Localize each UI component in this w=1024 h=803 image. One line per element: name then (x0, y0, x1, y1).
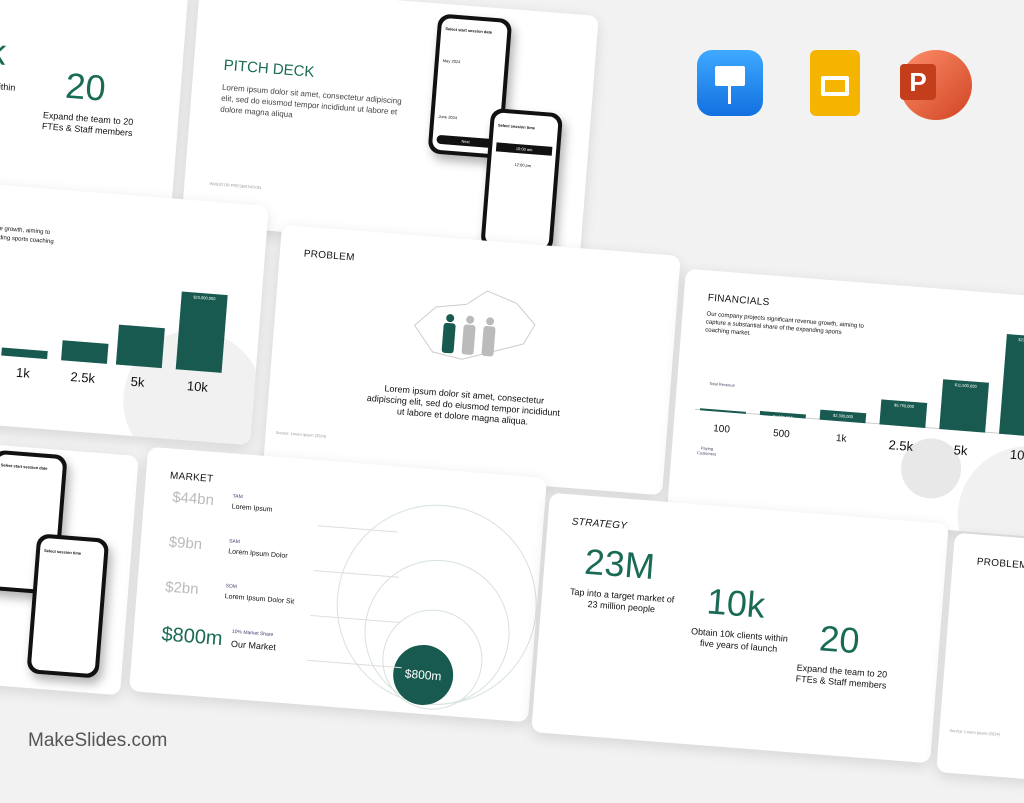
stat-text: Expand the team to 20 FTEs & Staff membe… (41, 110, 134, 139)
x-tick: 2.5k (69, 369, 96, 386)
time-slot: 12:00 pm (514, 161, 532, 169)
problem-body: Lorem ipsum dolor sit amet, consectetur … (366, 383, 561, 427)
google-slides-icon (810, 50, 860, 116)
bar (699, 408, 746, 414)
financials-title: FINANCIALS (707, 292, 770, 309)
phone-heading: Select start session date (445, 26, 493, 35)
stat-value: 20 (64, 64, 108, 109)
market-tag: SAM (228, 538, 241, 546)
phone-month: May 2024 (442, 57, 461, 65)
time-slot: 10:00 am (495, 142, 553, 156)
stat-text: Tap into a target market of 23 million p… (569, 586, 675, 615)
x-tick: 500 (772, 428, 791, 441)
bar-label: $1,000,000 (772, 413, 793, 421)
bar: $23,000,000 (999, 334, 1024, 438)
stat-text: Expand the team to 20 FTEs & Staff membe… (795, 662, 888, 691)
problem-title: PROBLEM (303, 248, 356, 264)
bar-label: $11,500,000 (954, 382, 977, 389)
slide-problem-partial[interactable]: PROBLEM Source: Lorem ipsum (2024) (936, 532, 1024, 803)
stat-value: 23M (583, 540, 657, 588)
phone-mockup-time: Select session time 10:00 am 12:00 pm (480, 107, 564, 254)
bar: $5,750,000 (879, 399, 928, 428)
pitch-footer: INVESTOR PRESENTATION (209, 181, 262, 191)
market-label: Lorem Ipsum Dolor Sit (224, 593, 295, 606)
market-tag: SOM (225, 583, 238, 591)
bar-label: $5,750,000 (893, 402, 915, 409)
problem-footer: Source: Lorem ipsum (2024) (275, 429, 327, 439)
pitch-body: Lorem ipsum dolor sit amet, consectetur … (219, 82, 402, 120)
market-label: Lorem Ipsum (231, 503, 273, 514)
market-label: Our Market (230, 638, 277, 653)
slide-market[interactable]: MARKET $800m $44bn TAM Lorem Ipsum $9bn SAM L… (129, 446, 547, 723)
strategy-title: STRATEGY (571, 516, 628, 532)
x-tick: 5k (130, 373, 146, 390)
bar (61, 340, 109, 364)
bar-label: $23,000,000 (193, 294, 216, 302)
stat-text: Obtain 10k clients within five years of … (690, 626, 789, 654)
brand-watermark: MakeSlides.com (28, 730, 168, 751)
slide-phones-partial[interactable]: Select start session date Select session… (0, 424, 139, 696)
phone-heading: Select start session date (0, 462, 48, 471)
x-tick: 100 (712, 423, 731, 436)
bar-label: $23,000,000 (1018, 336, 1024, 344)
stat-value-partial: k (0, 30, 8, 73)
customers-label: Paying Customers (696, 445, 717, 457)
map-people-illustration (413, 290, 536, 360)
slide-problem[interactable]: PROBLEM Lorem ipsum dolor sit amet, cons… (263, 224, 681, 496)
financials-body: Our company projects significant revenue… (705, 311, 865, 337)
problem-footer: Source: Lorem ipsum (2024) (949, 727, 1001, 737)
market-tag: 10% Market Share (231, 628, 274, 639)
keynote-icon (697, 50, 763, 116)
market-value: $9bn (168, 533, 203, 554)
bar: $2,300,000 (819, 409, 867, 424)
bar: $1,000,000 (759, 410, 806, 421)
market-value: $2bn (164, 578, 200, 599)
bar (115, 324, 165, 369)
x-tick: 2.5k (887, 437, 914, 455)
market-circle-label: $800m (404, 666, 443, 684)
slide-financials[interactable]: FINANCIALS Our company projects signific… (667, 268, 1024, 540)
market-value: $44bn (171, 488, 215, 509)
phone-mockup-time: Select session time (26, 533, 110, 679)
market-label: Lorem Ipsum Dolor (227, 548, 288, 560)
slide-financials-partial[interactable]: ue growth, aiming to nding sports coachi… (0, 174, 269, 446)
phone-month2: June 2024 (438, 113, 458, 121)
stat-text-partial: s within nch (0, 80, 16, 93)
market-title: MARKET (169, 470, 214, 485)
problem-title: PROBLEM (976, 556, 1024, 572)
revenue-label: Total Revenue (709, 380, 736, 388)
stat-value: 10k (705, 580, 767, 626)
pitch-title: PITCH DECK (223, 56, 316, 81)
phone-heading: Select session time (497, 122, 536, 131)
financials-body-partial: ue growth, aiming to nding sports coachi… (0, 225, 54, 246)
bar-label: $2,300,000 (832, 412, 854, 420)
phone-heading: Select session time (43, 547, 82, 556)
stat-value: 20 (817, 617, 862, 662)
phone-next-button: Next (436, 134, 495, 149)
bar (1, 347, 48, 360)
x-tick: 1k (15, 364, 31, 381)
slide-strategy[interactable]: STRATEGY 23M Tap into a target market of… (531, 492, 949, 764)
powerpoint-icon: P (900, 50, 972, 120)
market-value: $800m (160, 623, 224, 651)
market-tag: TAM (232, 493, 243, 501)
bar: $11,500,000 (939, 379, 990, 433)
bar: $23,000,000 (175, 291, 228, 373)
x-tick: 1k (835, 432, 847, 445)
